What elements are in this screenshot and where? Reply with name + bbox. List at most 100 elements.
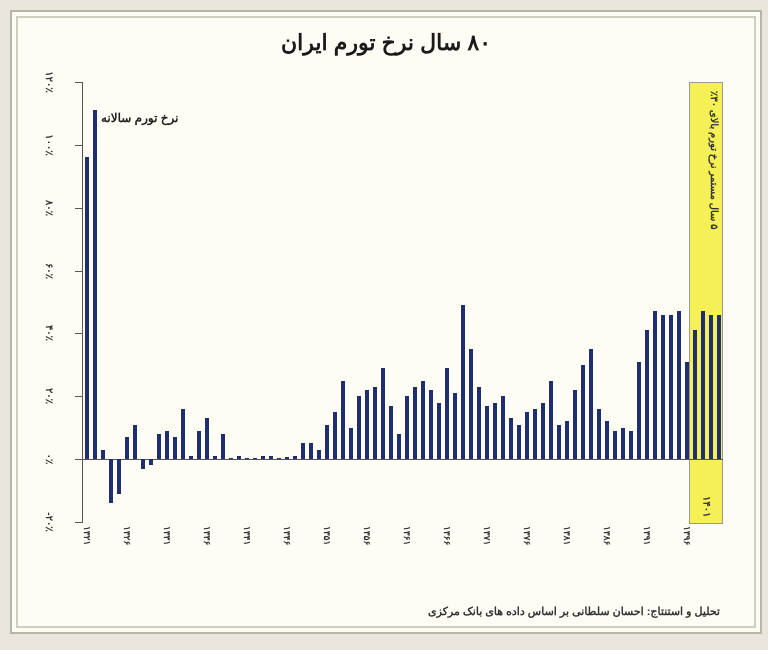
x-axis-label: ۱۳۴۱: [242, 526, 252, 545]
bar: [245, 458, 249, 460]
bar: [253, 458, 257, 460]
bar: [581, 365, 585, 459]
y-tick: [75, 208, 83, 209]
bar: [605, 421, 609, 459]
bar: [205, 418, 209, 459]
bar: [381, 368, 385, 459]
bar: [309, 443, 313, 459]
bar: [661, 315, 665, 460]
bar: [333, 412, 337, 459]
bar: [709, 315, 713, 460]
y-axis-label: ۶۰٪: [43, 263, 54, 279]
bar: [173, 437, 177, 459]
bar: [613, 431, 617, 459]
bar: [437, 403, 441, 460]
bar: [677, 311, 681, 459]
bar: [501, 396, 505, 459]
bar: [293, 456, 297, 459]
bar: [549, 381, 553, 460]
bar: [557, 425, 561, 460]
bar: [189, 456, 193, 459]
credit-text: تحلیل و استنتاج: احسان سلطانی بر اساس دا…: [428, 605, 720, 618]
bar: [565, 421, 569, 459]
bar: [157, 434, 161, 459]
chart-area: ۵ سال مستمر نرخ تورم بالای ۳۰٪ ۱۴۰۱ نرخ …: [82, 82, 722, 552]
bar: [445, 368, 449, 459]
y-axis-label: ۴۰٪: [43, 325, 54, 341]
y-axis-label: ۰٪: [43, 454, 54, 465]
bar: [421, 381, 425, 460]
x-axis-label: ۱۳۷۶: [522, 526, 532, 545]
bar: [301, 443, 305, 459]
bar: [589, 349, 593, 459]
bar: [133, 425, 137, 460]
y-axis-label: ۱۲۰٪: [43, 71, 54, 92]
bar: [101, 450, 105, 459]
y-tick: [75, 396, 83, 397]
x-axis-baseline: [83, 459, 723, 460]
bar: [277, 458, 281, 460]
bar: [693, 330, 697, 459]
bar: [197, 431, 201, 459]
chart-title: ۸۰ سال نرخ تورم ایران: [12, 12, 760, 56]
x-axis-label: ۱۳۹۱: [642, 526, 652, 545]
bar: [653, 311, 657, 459]
bar: [373, 387, 377, 459]
bar: [229, 458, 233, 460]
bar: [413, 387, 417, 459]
y-axis-label: -۲۰٪: [43, 512, 54, 531]
bar: [165, 431, 169, 459]
bar: [453, 393, 457, 459]
bar: [389, 406, 393, 459]
y-axis-label: ۲۰٪: [43, 388, 54, 404]
x-axis-label: ۱۳۹۶: [682, 526, 692, 545]
series-label: نرخ تورم سالانه: [101, 111, 178, 125]
bar: [357, 396, 361, 459]
bar: [485, 406, 489, 459]
bar: [349, 428, 353, 459]
bar: [365, 390, 369, 459]
bar: [541, 403, 545, 460]
bar: [429, 390, 433, 459]
y-tick: [75, 459, 83, 460]
x-axis-label: ۱۳۸۶: [602, 526, 612, 545]
bar: [669, 315, 673, 460]
chart-frame: ۸۰ سال نرخ تورم ایران ۵ سال مستمر نرخ تو…: [10, 10, 762, 634]
x-axis-label: ۱۳۳۱: [162, 526, 172, 545]
y-axis-label: ۱۰۰٪: [43, 134, 54, 155]
y-tick: [75, 522, 83, 523]
bar: [509, 418, 513, 459]
bar: [181, 409, 185, 459]
bar: [221, 434, 225, 459]
bar: [149, 459, 153, 465]
bar: [261, 456, 265, 459]
y-tick: [75, 145, 83, 146]
bar: [85, 157, 89, 459]
x-axis-label: ۱۳۷۱: [482, 526, 492, 545]
bar: [717, 315, 721, 460]
bar: [325, 425, 329, 460]
x-axis-label: ۱۳۵۱: [322, 526, 332, 545]
bar: [685, 362, 689, 459]
x-axis-label: ۱۳۵۶: [362, 526, 372, 545]
bar: [269, 456, 273, 459]
plot-area: ۵ سال مستمر نرخ تورم بالای ۳۰٪ ۱۴۰۱ نرخ …: [82, 82, 723, 522]
bar: [93, 110, 97, 459]
bar: [621, 428, 625, 459]
x-axis-label: ۱۳۶۱: [402, 526, 412, 545]
bar: [141, 459, 145, 468]
x-axis-label: ۱۳۶۶: [442, 526, 452, 545]
highlight-xtick: ۱۴۰۱: [701, 496, 712, 517]
bar: [125, 437, 129, 459]
bar: [469, 349, 473, 459]
bar: [701, 311, 705, 459]
bar: [637, 362, 641, 459]
x-axis-label: ۱۳۳۶: [202, 526, 212, 545]
bar: [117, 459, 121, 494]
y-tick: [75, 271, 83, 272]
bar: [525, 412, 529, 459]
bar: [461, 305, 465, 459]
bar: [493, 403, 497, 460]
x-axis-label: ۱۳۲۱: [82, 526, 92, 545]
bar: [533, 409, 537, 459]
